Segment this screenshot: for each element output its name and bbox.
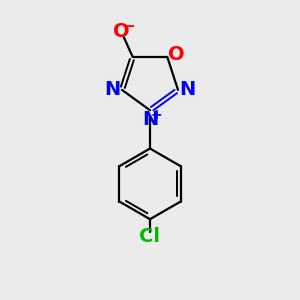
Text: O: O (168, 44, 185, 64)
Text: N: N (104, 80, 121, 99)
Text: −: − (123, 19, 136, 34)
Text: O: O (112, 22, 129, 41)
Text: N: N (179, 80, 196, 99)
Text: +: + (151, 108, 163, 122)
Text: Cl: Cl (140, 227, 160, 246)
Text: N: N (142, 110, 158, 129)
